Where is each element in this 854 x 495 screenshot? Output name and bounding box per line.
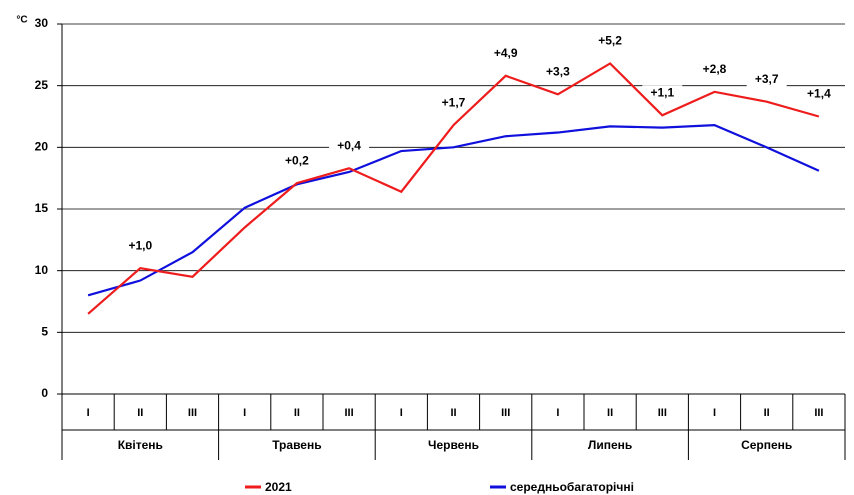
x-tick-label: III: [501, 407, 510, 419]
x-tick-label: II: [607, 407, 613, 419]
anomaly-label: +1,7: [442, 95, 466, 109]
month-label: Червень: [428, 438, 479, 452]
y-tick-label: 15: [35, 201, 49, 215]
x-tick-label: I: [243, 407, 246, 419]
anomaly-label: +1,4: [807, 87, 831, 101]
x-tick-label: I: [713, 407, 716, 419]
label-background: [276, 153, 317, 170]
legend-label: середньобагаторічні: [510, 480, 634, 494]
anomaly-label: +1,0: [128, 238, 152, 252]
y-tick-label: 10: [35, 263, 49, 277]
y-tick-label: 30: [35, 16, 49, 30]
x-tick-label: III: [188, 407, 197, 419]
anomaly-label: +4,9: [494, 46, 518, 60]
x-tick-label: I: [400, 407, 403, 419]
label-background: [537, 64, 578, 81]
y-unit: °C: [16, 15, 27, 26]
label-background: [798, 86, 839, 103]
label-background: [329, 138, 370, 155]
month-label: Травень: [272, 438, 321, 452]
x-tick-label: III: [658, 407, 667, 419]
label-background: [746, 71, 787, 88]
y-tick-label: 25: [35, 78, 49, 92]
anomaly-label: +3,7: [755, 72, 779, 86]
anomaly-label: +1,1: [650, 85, 674, 99]
anomaly-label: +3,3: [546, 64, 570, 78]
x-tick-label: I: [556, 407, 559, 419]
x-tick-label: II: [137, 407, 143, 419]
label-background: [433, 95, 474, 112]
x-tick-label: II: [764, 407, 770, 419]
y-tick-label: 20: [35, 140, 49, 154]
y-tick-label: 0: [41, 386, 48, 400]
anomaly-label: +0,2: [285, 153, 309, 167]
legend-label: 2021: [265, 480, 292, 494]
label-background: [485, 45, 526, 62]
anomaly-label: +2,8: [703, 62, 727, 76]
x-tick-label: III: [345, 407, 354, 419]
anomaly-label: +5,2: [598, 34, 622, 48]
month-label: Липень: [588, 438, 632, 452]
label-background: [590, 33, 631, 50]
month-label: Квітень: [118, 438, 163, 452]
label-background: [120, 238, 161, 255]
series-line: [87, 124, 820, 297]
x-tick-label: III: [814, 407, 823, 419]
x-tick-label: II: [294, 407, 300, 419]
month-label: Серпень: [741, 438, 792, 452]
label-background: [642, 85, 683, 102]
x-tick-label: II: [450, 407, 456, 419]
label-background: [694, 61, 735, 78]
series-line: [87, 62, 820, 315]
x-tick-label: I: [87, 407, 90, 419]
anomaly-label: +0,4: [337, 138, 361, 152]
y-tick-label: 5: [41, 325, 48, 339]
